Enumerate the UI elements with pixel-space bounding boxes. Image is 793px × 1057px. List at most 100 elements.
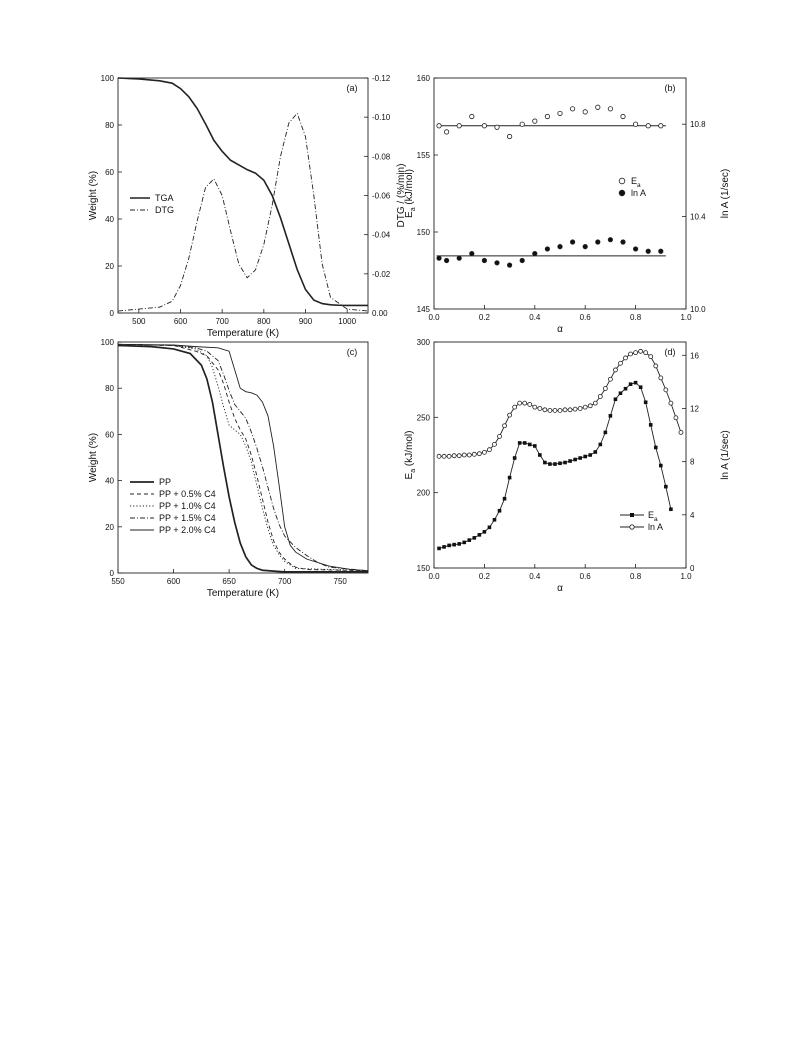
series-line-tga	[117, 77, 368, 307]
legend-label: DTG	[155, 205, 174, 215]
y2-tick-label: 0.00	[372, 309, 388, 318]
data-point	[522, 400, 528, 406]
y-tick-label: 80	[105, 384, 114, 393]
data-point	[643, 400, 648, 405]
data-point	[669, 507, 673, 512]
data-point	[598, 442, 603, 447]
y-axis-label: Ea (kJ/mol)	[404, 169, 417, 218]
data-point	[562, 407, 568, 413]
y-axis-label: Weight (%)	[88, 171, 99, 220]
y-tick-label: 150	[417, 564, 431, 573]
y-axis-label-main: E	[404, 472, 415, 479]
series-line	[117, 344, 368, 573]
data-point	[558, 461, 562, 466]
data-point	[587, 403, 593, 409]
data-point	[653, 445, 658, 450]
data-point	[481, 257, 487, 264]
x-tick-label: 0.0	[428, 572, 440, 581]
y2-tick-label: -0.04	[372, 231, 391, 240]
legend-label: PP + 2.0% C4	[159, 525, 216, 535]
y-tick-label: 20	[105, 262, 114, 271]
data-point	[595, 104, 601, 110]
data-point	[471, 451, 477, 457]
y-tick-label: 145	[417, 305, 431, 314]
legend-marker	[630, 513, 634, 517]
data-point	[502, 423, 507, 429]
y2-axis-label: DTG / (%/min)	[396, 164, 407, 228]
data-point	[607, 106, 614, 112]
x-tick-label: 500	[132, 317, 146, 326]
data-point	[645, 248, 651, 254]
data-point	[583, 454, 587, 459]
data-point	[569, 239, 576, 245]
data-point	[557, 110, 563, 117]
data-point	[527, 402, 533, 407]
data-point	[456, 255, 462, 261]
data-point	[446, 453, 452, 459]
data-point	[620, 113, 626, 120]
x-axis-label: α	[557, 324, 563, 335]
data-point	[469, 250, 475, 257]
data-point	[436, 255, 442, 261]
legend-marker	[618, 189, 626, 197]
panel-d: (d) 0.0 0.2 0.4 0.6 0.8 1.0 150 200 250 300 0 4 8 12 16…	[404, 338, 731, 594]
data-point	[519, 257, 525, 264]
data-point	[547, 408, 553, 413]
data-point	[476, 451, 482, 457]
data-point	[658, 375, 664, 381]
data-point	[462, 540, 467, 545]
data-point	[492, 517, 497, 522]
data-point	[532, 404, 538, 410]
x-tick-label: 0.8	[630, 313, 642, 322]
y-axis-label-sub: a	[410, 469, 417, 473]
x-tick-label: 600	[174, 317, 188, 326]
data-point	[613, 397, 618, 402]
data-point	[607, 237, 614, 243]
series-line	[117, 343, 369, 572]
data-point	[552, 408, 558, 413]
data-point	[648, 354, 654, 360]
y-tick-label: 60	[105, 168, 114, 177]
x-tick-label: 750	[334, 577, 348, 586]
data-point	[645, 123, 651, 129]
data-point	[457, 542, 461, 546]
data-point	[512, 404, 518, 410]
y2-tick-label: -0.06	[372, 192, 391, 201]
y-tick-label: 155	[417, 151, 431, 160]
data-point	[638, 348, 644, 354]
y2-tick-label: -0.08	[372, 152, 391, 161]
y-tick-label: 60	[105, 430, 114, 439]
data-point	[481, 449, 487, 455]
data-point	[461, 452, 467, 458]
legend-label: PP + 1.0% C4	[159, 501, 216, 511]
data-point	[533, 444, 537, 448]
data-point	[443, 129, 450, 135]
data-point	[494, 260, 500, 266]
data-point	[497, 508, 502, 513]
data-point	[542, 407, 548, 413]
x-tick-label: 650	[222, 577, 236, 586]
x-tick-label: 0.8	[630, 572, 642, 581]
data-point	[673, 415, 679, 421]
data-point	[538, 453, 542, 457]
x-tick-label: 1.0	[680, 572, 692, 581]
data-point	[567, 407, 573, 413]
y2-tick-label: 8	[690, 458, 695, 467]
data-point	[628, 351, 633, 357]
data-point	[678, 429, 684, 435]
data-point	[494, 124, 500, 130]
data-point	[519, 121, 525, 127]
data-point	[663, 387, 669, 393]
y-tick-label: 0	[110, 569, 115, 578]
x-tick-label: 700	[278, 577, 292, 586]
x-tick-label: 0.2	[479, 313, 491, 322]
y2-axis-label: ln A (1/sec)	[720, 430, 731, 479]
data-point	[492, 441, 497, 447]
y-tick-label: 40	[105, 477, 114, 486]
plot-frame	[433, 77, 687, 310]
data-point	[472, 536, 477, 540]
data-point	[456, 123, 462, 129]
y-tick-label: 150	[417, 228, 431, 237]
data-point	[628, 382, 633, 386]
